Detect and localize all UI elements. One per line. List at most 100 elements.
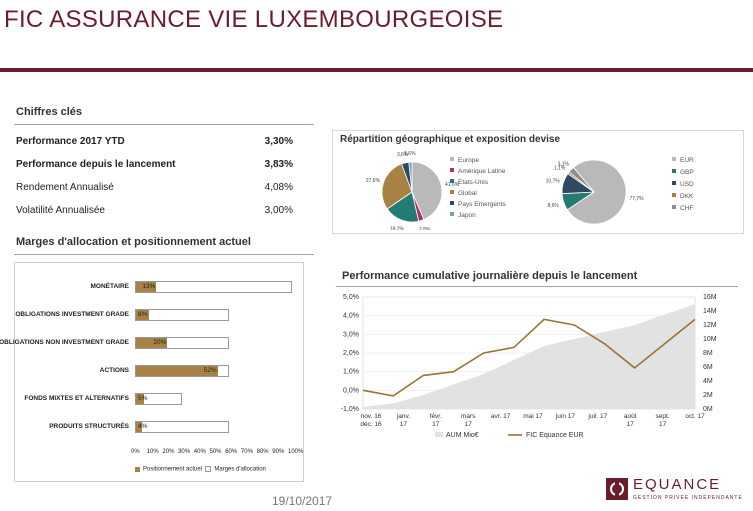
pie-data-label: 8,6% — [547, 203, 559, 209]
allocation-x-tick: 80% — [256, 449, 269, 455]
legend-label: EUR — [680, 157, 694, 164]
equance-logo-tagline: GESTION PRIVÉE INDÉPENDANTE — [633, 495, 743, 501]
pie-data-label: 3,6% — [397, 152, 409, 158]
title-divider — [0, 68, 753, 72]
kf-value: 3,30% — [264, 136, 293, 147]
allocation-x-tick: 100% — [288, 449, 304, 455]
x-tick: avr. 17 — [491, 413, 511, 420]
legend-swatch — [450, 179, 454, 183]
x-tick: mars — [461, 413, 476, 420]
allocation-value-label: 4% — [138, 423, 148, 430]
allocation-row-label: MONÉTAIRE — [90, 283, 129, 290]
allocation-row-label: ACTIONS — [99, 367, 129, 374]
allocation-x-tick: 60% — [225, 449, 238, 455]
page-title: FIC ASSURANCE VIE LUXEMBOURGEOISE — [4, 6, 504, 33]
allocation-x-tick: 0% — [131, 449, 140, 455]
allocation-row-label: OBLIGATIONS INVESTMENT GRADE — [15, 311, 129, 318]
kf-value: 3,00% — [264, 205, 293, 216]
legend-label: Pays Emergents — [458, 201, 506, 208]
pie-slice — [568, 166, 595, 193]
allocation-value-label: 20% — [153, 339, 167, 346]
aum-area — [363, 304, 695, 409]
legend-label: Japon — [458, 212, 476, 219]
kf-label: Volatilité Annualisée — [16, 205, 105, 216]
geo-charts: 41,6% 2,8% 18,2% 27,6% 3,6%1,6% Europe Amériqu… — [366, 151, 694, 230]
allocation-x-tick: 20% — [162, 449, 175, 455]
legend-label: CHF — [680, 205, 693, 212]
kf-label: Performance depuis le lancement — [16, 159, 176, 170]
report-date: 19/10/2017 — [272, 494, 333, 508]
allocation-current-bar — [136, 394, 144, 404]
allocation-margin-bar: 4% — [135, 421, 230, 433]
legend-label: AUM Mio€ — [446, 432, 479, 439]
allocation-row-label: PRODUITS STRUCTURÉS — [49, 423, 129, 430]
x-tick: juin 17 — [555, 413, 576, 420]
legend-swatch — [672, 169, 676, 173]
legend-label: Europe — [458, 157, 479, 164]
pie-slice — [566, 159, 627, 225]
y-right-tick: 16M — [703, 294, 717, 301]
legend-label: Marges d'allocation — [214, 466, 266, 473]
y-right-tick: 8M — [703, 350, 713, 357]
legend-swatch — [435, 432, 443, 437]
x-tick: 17 — [627, 421, 635, 428]
kf-label: Performance 2017 YTD — [16, 136, 125, 147]
performance-title: Performance cumulative journalière depui… — [342, 270, 638, 282]
allocation-title: Marges d'allocation et positionnement ac… — [16, 236, 251, 248]
x-tick: sept. — [656, 413, 670, 420]
legend-swatch — [450, 157, 454, 161]
allocation-x-tick: 50% — [209, 449, 222, 455]
legend-label: FIC Equance EUR — [526, 432, 584, 439]
x-tick: 17 — [432, 421, 440, 428]
pie-data-label: 18,2% — [390, 226, 405, 230]
allocation-current-bar — [136, 338, 168, 348]
pie-data-label: 27,6% — [366, 178, 381, 184]
legend-swatch — [672, 193, 676, 197]
legend-swatch — [450, 168, 454, 172]
allocation-margin-bar: 5% — [135, 393, 183, 405]
pie-slice — [381, 163, 413, 210]
performance-chart: 5,0% 4,0% 3,0% 2,0% 1,0% 0,0% -1,0% 16M 14M 12M 10… — [341, 294, 717, 439]
x-tick: févr. — [430, 413, 442, 420]
legend-swatch — [672, 181, 676, 185]
y-left-tick: -1,0% — [341, 406, 359, 413]
allocation-x-tick: 90% — [272, 449, 285, 455]
pie-data-label: 1,1% — [554, 165, 566, 171]
legend-label: USD — [680, 181, 694, 188]
legend-label: GBP — [680, 169, 694, 176]
performance-divider — [336, 286, 738, 287]
pie-data-label: 77,7% — [629, 196, 644, 202]
legend-label: Global — [458, 190, 477, 197]
allocation-margin-bar: 13% — [135, 281, 292, 293]
kf-label: Rendement Annualisé — [16, 182, 114, 193]
legend-swatch — [205, 466, 212, 472]
y-right-tick: 10M — [703, 336, 717, 343]
pie-data-label: 1,6% — [404, 151, 416, 157]
allocation-value-label: 52% — [203, 367, 217, 374]
x-tick: 17 — [659, 421, 667, 428]
allocation-margin-bar: 52% — [135, 365, 230, 377]
kf-value: 4,08% — [264, 182, 293, 193]
legend-swatch — [672, 157, 676, 161]
allocation-x-tick: 70% — [240, 449, 253, 455]
allocation-row-label: FONDS MIXTES ET ALTERNATIFS — [24, 395, 129, 402]
y-left-tick: 1,0% — [343, 369, 359, 376]
legend-label: Amérique Latine — [458, 168, 506, 175]
x-tick: juil. 17 — [587, 413, 607, 420]
pie-data-label: 10,7% — [546, 179, 561, 185]
y-right-tick: 4M — [703, 378, 713, 385]
allocation-current-bar — [136, 422, 143, 432]
allocation-x-tick: 10% — [146, 449, 159, 455]
y-left-tick: 2,0% — [343, 350, 359, 357]
allocation-chart: MONÉTAIRE 13% OBLIGATIONS INVESTMENT GRADE… — [0, 262, 304, 482]
geo-title: Répartition géographique et exposition d… — [340, 134, 561, 145]
legend-label: Positionnement actuel — [143, 466, 203, 473]
x-tick: 17 — [400, 421, 408, 428]
legend-label: Etats-Unis — [458, 179, 489, 186]
legend-label: DKK — [680, 193, 694, 200]
allocation-current-bar — [136, 310, 149, 320]
allocation-current-bar — [136, 282, 157, 292]
pie-slice — [408, 161, 413, 193]
allocation-x-tick: 40% — [193, 449, 206, 455]
allocation-legend: Positionnement actuel Marges d'allocatio… — [135, 466, 266, 473]
